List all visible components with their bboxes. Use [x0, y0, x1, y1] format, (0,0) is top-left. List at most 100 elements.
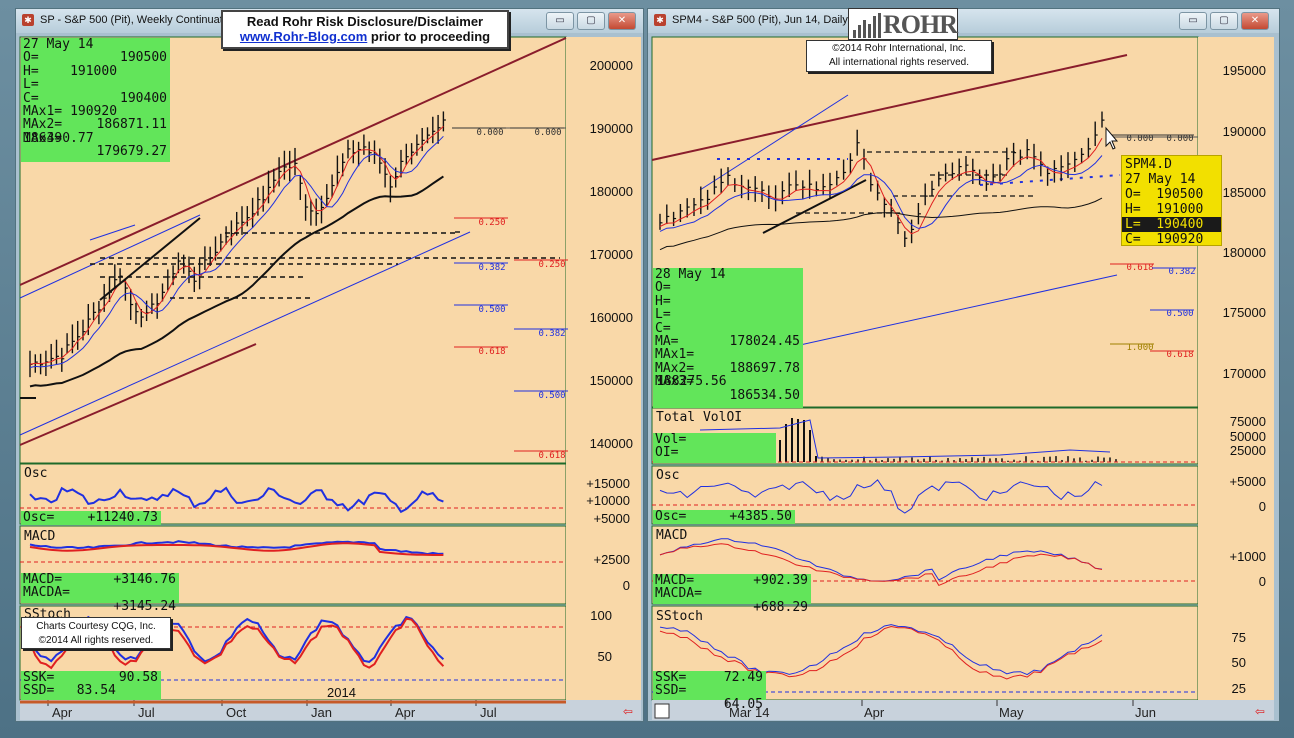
left-date-label: Oct [226, 705, 247, 720]
rohr-logo-chart-icon [853, 13, 881, 38]
left-osc-label: Osc= [23, 510, 55, 525]
left-info-value: 186490.77 [23, 130, 94, 146]
right-vol-axis-label: 50000 [1230, 429, 1266, 444]
left-fib-label: 0.500 [478, 305, 505, 315]
left-info-label: MAx1= [23, 103, 63, 119]
right-info-label: O= [655, 280, 671, 296]
right-sstoch-label: SSK= [655, 670, 687, 685]
right-ohlc-info-box: 28 May 14 O= H= L= C= MA= 178024.45 MAx1= 188697… [653, 268, 803, 408]
left-date-label: Jul [480, 705, 497, 720]
right-vol-row: Vol= [655, 432, 776, 447]
maximize-icon[interactable]: ▢ [1210, 12, 1238, 30]
left-fib-label: 0.000 [534, 128, 561, 138]
left-macda-line [29, 542, 444, 556]
mouse-cursor-icon [1105, 126, 1119, 150]
close-icon[interactable]: ✕ [1241, 12, 1269, 30]
right-date-label: Jun [1135, 705, 1156, 720]
tooltip-row: SPM4.D [1125, 157, 1172, 172]
right-info-label: C= [655, 320, 671, 336]
right-ma1-line [659, 138, 1103, 235]
right-osc-value-box: Osc= +4385.50 [653, 510, 795, 524]
left-macd-row: MACDA= +3145.24 [23, 585, 179, 613]
left-info-row: O= 190500 [23, 50, 170, 66]
maximize-icon[interactable]: ▢ [577, 12, 605, 30]
right-info-row: O= [655, 280, 803, 296]
right-sstoch-value: 72.49 [723, 670, 763, 685]
right-price-axis-label: 185000 [1223, 185, 1266, 200]
tooltip-row: 27 May 14 [1125, 172, 1196, 187]
right-price-axis-label: 195000 [1223, 63, 1266, 78]
left-price-axis-label: 160000 [590, 310, 633, 325]
minimize-icon[interactable]: ▭ [546, 12, 574, 30]
right-sstoch-label: SSD= [655, 683, 687, 699]
right-fib-label: 0.000 [1166, 134, 1193, 144]
right-sstoch-value-box: SSK= 72.49 SSD= 64.05 [653, 670, 766, 711]
left-price-axis [566, 37, 641, 700]
disclaimer-title: Read Rohr Risk Disclosure/Disclaimer [246, 14, 484, 29]
right-vol-row: OI= [655, 445, 776, 461]
left-osc-value-box: Osc= +11240.73 [21, 511, 161, 525]
right-title-bar[interactable]: ✱ SPM4 - S&P 500 (Pit), Jun 14, Daily ▭ … [648, 9, 1279, 33]
left-info-label: C= [23, 90, 39, 106]
left-info-value: 190500 [120, 50, 167, 66]
rohr-blog-link[interactable]: www.Rohr-Blog.com [239, 29, 368, 44]
left-info-label: L= [23, 77, 39, 93]
left-sstoch-row: SSK= 90.58 [23, 671, 161, 685]
cqg-courtesy-notice: Charts Courtesy CQG, Inc. ©2014 All righ… [21, 617, 171, 649]
close-icon[interactable]: ✕ [608, 12, 636, 30]
minimize-icon[interactable]: ▭ [1179, 12, 1207, 30]
right-fib-label: 0.500 [1166, 309, 1193, 319]
right-macd-value-box: MACD= +902.39 MACDA= +688.29 [653, 573, 811, 614]
left-info-value: 190920 [70, 103, 118, 119]
left-fib-label: 0.000 [476, 128, 503, 138]
right-dotted-level-2 [979, 174, 1121, 186]
left-macd-label: MACDA= [23, 585, 70, 601]
left-black-trend-line [99, 217, 201, 301]
right-osc-axis-label: +5000 [1229, 474, 1266, 489]
right-info-value: 188275.56 [656, 374, 727, 390]
right-sstoch-axis-label: 50 [1232, 655, 1246, 670]
left-sstoch-value-box: SSK= 90.58 SSD= 83.54 [21, 671, 161, 700]
left-macd-value-box: MACD= +3146.76 MACDA= +3145.24 [21, 573, 179, 613]
right-macd-value: +902.39 [753, 573, 808, 588]
right-osc-value: +4385.50 [729, 509, 792, 524]
copyright-line1: ©2014 Rohr International, Inc. [832, 43, 966, 54]
left-macd-title: MACD [24, 529, 55, 544]
right-vol-label: OI= [655, 445, 679, 461]
left-date-label: Apr [52, 705, 73, 720]
right-vol-value-box: Vol= OI= [653, 433, 776, 463]
left-upper-channel-line [19, 37, 567, 286]
left-lower-channel-line [19, 343, 257, 446]
right-window-title: SPM4 - S&P 500 (Pit), Jun 14, Daily [672, 14, 848, 26]
right-fib-label: 0.618 [1166, 350, 1193, 360]
right-info-label: MAx1= [655, 347, 695, 363]
copyright-line2: All international rights reserved. [828, 57, 970, 68]
left-fib-label: 0.250 [478, 218, 505, 228]
right-info-row: MAx3= 186534.50 [655, 375, 803, 402]
left-sstoch-axis-label: 100 [590, 608, 612, 623]
left-ma2-line [29, 135, 444, 368]
right-sstoch-axis-label: 75 [1232, 630, 1246, 645]
right-fib-label: 0.000 [1126, 134, 1153, 144]
left-info-value: 190400 [120, 90, 167, 106]
rohr-logo: ROHR [848, 8, 958, 40]
left-price-axis-label: 170000 [590, 247, 633, 262]
right-date-label: Mar 14 [729, 705, 769, 720]
right-vol-label: Vol= [655, 432, 687, 447]
left-fib-label: 0.618 [478, 347, 505, 357]
right-price-axis-label: 180000 [1223, 245, 1266, 260]
right-fib-label: 0.618 [1126, 263, 1153, 273]
right-blue-line [699, 94, 849, 191]
right-vol-axis-label: 75000 [1230, 414, 1266, 429]
left-sstoch-label: SSD= [23, 683, 55, 699]
right-info-row: 28 May 14 [655, 268, 803, 282]
right-sstoch-title: SStoch [656, 609, 703, 624]
right-info-row: C= [655, 320, 803, 336]
right-macda-line [659, 543, 1103, 587]
left-sstoch-row: SSD= 83.54 [23, 683, 161, 699]
copyright-notice: ©2014 Rohr International, Inc. All inter… [806, 40, 992, 72]
left-sstoch-value: 83.54 [76, 683, 116, 699]
right-ssd-line [659, 625, 1103, 680]
tooltip-row: O= 190500 [1125, 187, 1204, 202]
right-date-label: May [999, 705, 1024, 720]
